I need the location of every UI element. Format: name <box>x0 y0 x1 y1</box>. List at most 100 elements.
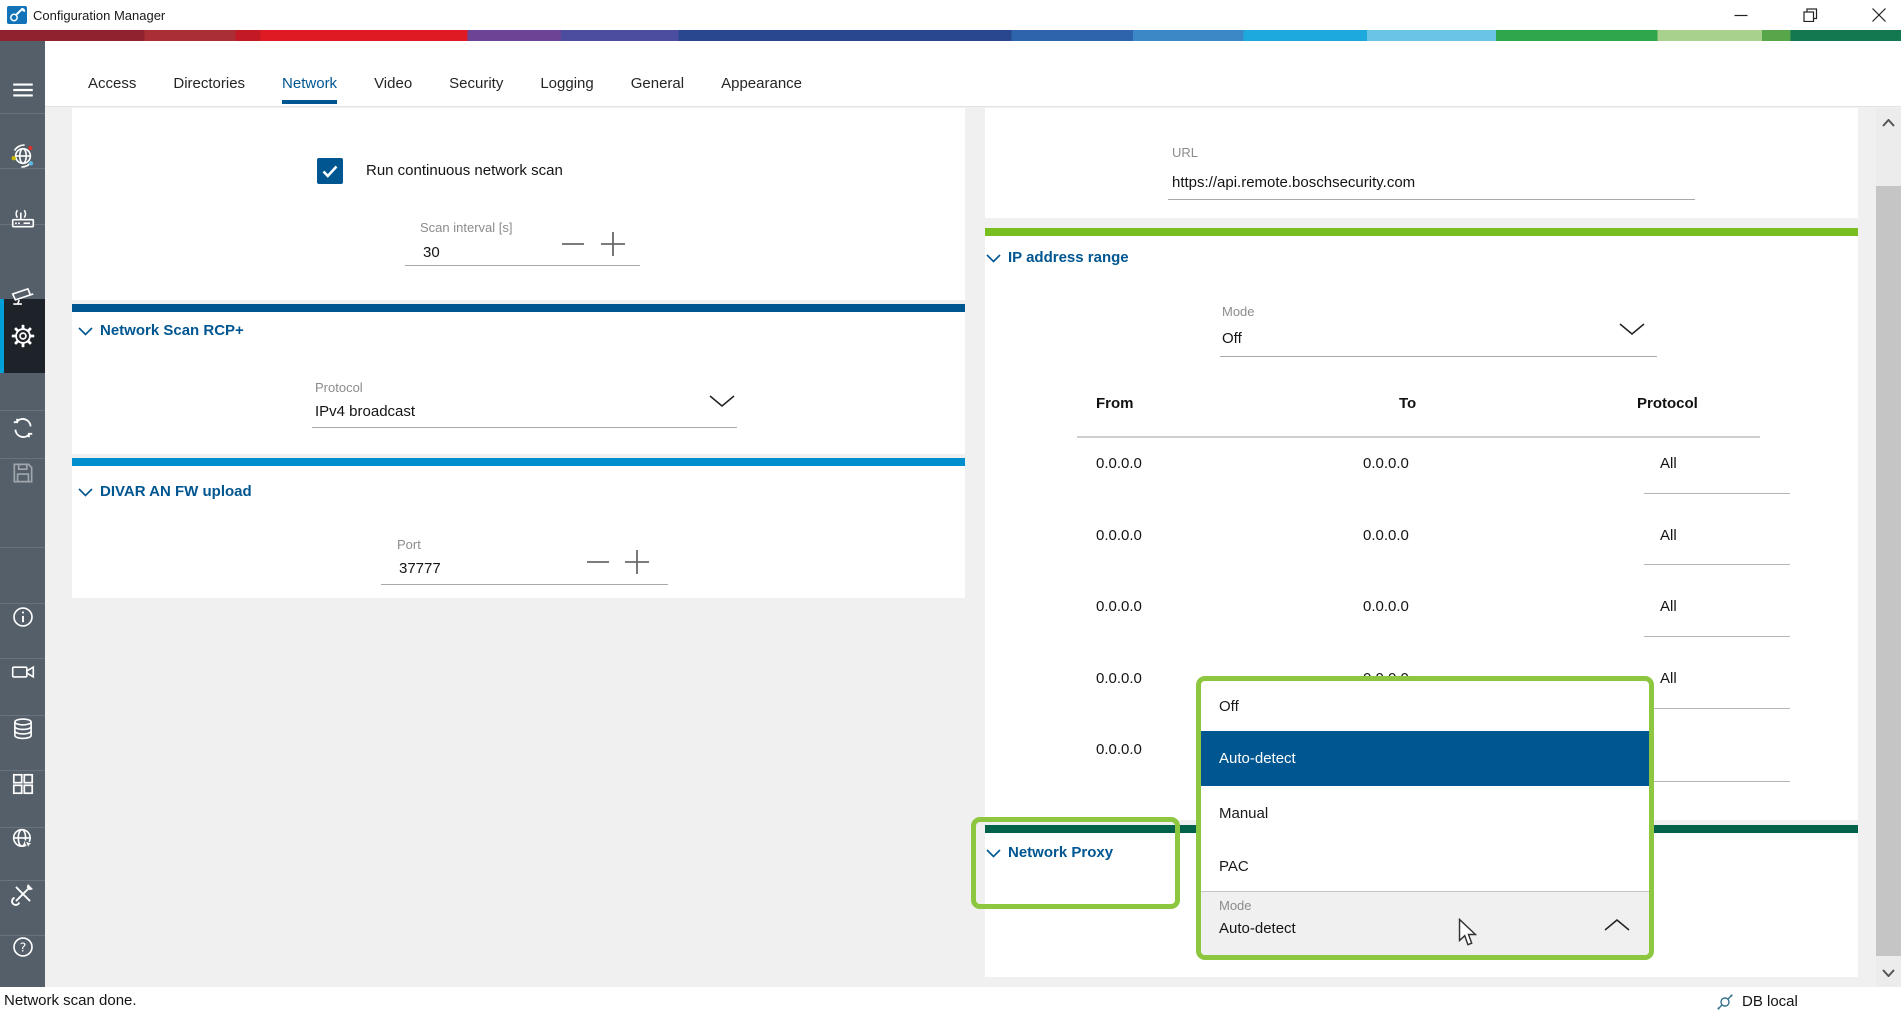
sidebar-item-refresh[interactable] <box>0 406 45 450</box>
from-cell[interactable]: 0.0.0.0 <box>1096 741 1142 758</box>
tab-logging[interactable]: Logging <box>540 75 594 92</box>
protocol-cell[interactable]: All <box>1660 527 1677 544</box>
to-cell[interactable]: 0.0.0.0 <box>1363 455 1409 472</box>
scan-interval-input[interactable]: 30 <box>423 244 440 261</box>
port-increment-button[interactable] <box>622 549 652 575</box>
network-scan-section <box>72 108 965 300</box>
close-icon <box>1871 8 1886 22</box>
url-underline <box>1168 199 1695 200</box>
dropdown-option-manual[interactable]: Manual <box>1219 805 1269 822</box>
ip-range-mode-label: Mode <box>1222 304 1255 319</box>
status-message: Network scan done. <box>4 992 137 1009</box>
sidebar-item-device[interactable] <box>0 196 45 240</box>
section-title: DIVAR AN FW upload <box>100 483 252 500</box>
cctv-camera-icon <box>11 287 34 305</box>
chevron-down-icon <box>78 327 93 336</box>
dropdown-option-pac[interactable]: PAC <box>1219 857 1249 875</box>
window-title: Configuration Manager <box>33 8 166 23</box>
network-scan-rcp-section <box>72 312 965 454</box>
scan-interval-increment-button[interactable] <box>598 231 628 257</box>
restore-button[interactable] <box>1788 0 1833 30</box>
refresh-sync-icon <box>13 418 32 438</box>
protocol-cell[interactable]: All <box>1660 455 1677 472</box>
protocol-underline <box>312 427 737 428</box>
section-title: Network Scan RCP+ <box>100 322 244 339</box>
from-cell[interactable]: 0.0.0.0 <box>1096 670 1142 687</box>
tab-security[interactable]: Security <box>449 75 504 92</box>
tab-appearance[interactable]: Appearance <box>721 75 803 92</box>
sidebar-item-info[interactable] <box>0 595 45 639</box>
to-cell[interactable]: 0.0.0.0 <box>1363 527 1409 544</box>
hamburger-menu-icon <box>12 83 33 97</box>
dropdown-option-off[interactable]: Off <box>1219 697 1239 715</box>
network-proxy-header[interactable]: Network Proxy <box>986 844 1286 864</box>
column-header-protocol: Protocol <box>1637 395 1698 412</box>
tab-access[interactable]: Access <box>88 75 137 92</box>
url-input[interactable]: https://api.remote.boschsecurity.com <box>1172 174 1416 191</box>
continuous-scan-checkbox[interactable] <box>317 158 343 184</box>
sidebar-item-web[interactable] <box>0 817 45 861</box>
chevron-up-icon <box>1882 119 1895 127</box>
protocol-label: Protocol <box>315 380 363 395</box>
scroll-down-button[interactable] <box>1876 962 1901 984</box>
svg-text:?: ? <box>19 940 26 955</box>
ip-range-mode-underline <box>1220 356 1657 357</box>
ip-address-range-header[interactable]: IP address range <box>986 249 1386 269</box>
from-cell[interactable]: 0.0.0.0 <box>1096 455 1142 472</box>
protocol-cell[interactable]: All <box>1660 670 1677 687</box>
tab-bar: Access Directories Network Video Securit… <box>45 41 1901 107</box>
scrollbar-thumb[interactable] <box>1876 186 1901 956</box>
sidebar-item-database[interactable] <box>0 707 45 751</box>
tab-video[interactable]: Video <box>374 75 413 92</box>
proxy-mode-field-label: Mode <box>1219 898 1252 913</box>
tab-general[interactable]: General <box>630 75 685 92</box>
proxy-mode-dropdown-popup: Off Auto-detect Manual PAC Mode Auto-det… <box>1196 676 1654 960</box>
mouse-cursor <box>1458 918 1477 946</box>
divider-green <box>985 228 1858 236</box>
protocol-cell[interactable]: All <box>1660 598 1677 615</box>
to-cell[interactable]: 0.0.0.0 <box>1363 598 1409 615</box>
scan-interval-decrement-button[interactable] <box>558 231 588 257</box>
scroll-up-button[interactable] <box>1876 112 1901 134</box>
sidebar-item-applications[interactable] <box>0 762 45 806</box>
chevron-down-icon[interactable] <box>708 394 736 408</box>
proxy-mode-field[interactable]: Mode Auto-detect <box>1201 891 1649 955</box>
app-logo-icon <box>7 6 27 24</box>
chevron-down-icon <box>986 849 1001 858</box>
minus-icon <box>562 243 584 245</box>
sidebar-item-tools[interactable] <box>0 872 45 916</box>
close-button[interactable] <box>1856 0 1901 30</box>
help-icon: ? <box>12 937 33 957</box>
restore-icon <box>1803 8 1818 22</box>
protocol-dropdown[interactable]: IPv4 broadcast <box>315 403 416 420</box>
section-title: Network Proxy <box>1008 844 1114 861</box>
sidebar-item-camera[interactable] <box>0 275 45 319</box>
chevron-down-icon[interactable] <box>1618 322 1646 336</box>
divider-lightblue <box>72 458 965 466</box>
tab-network[interactable]: Network <box>282 75 338 104</box>
from-cell[interactable]: 0.0.0.0 <box>1096 598 1142 615</box>
dropdown-option-auto-detect[interactable]: Auto-detect <box>1201 731 1649 786</box>
sidebar-item-network-scan[interactable] <box>0 134 45 178</box>
url-label: URL <box>1172 145 1199 160</box>
sidebar-item-save[interactable] <box>0 451 45 495</box>
tab-directories[interactable]: Directories <box>173 75 246 92</box>
sidebar-item-menu[interactable] <box>0 68 45 112</box>
minimize-button[interactable] <box>1718 0 1763 30</box>
checkmark-icon <box>322 165 338 178</box>
network-scan-rcp-header[interactable]: Network Scan RCP+ <box>78 322 478 342</box>
chevron-down-icon <box>78 488 93 497</box>
ip-range-mode-dropdown[interactable]: Off <box>1222 330 1242 347</box>
divar-fw-header[interactable]: DIVAR AN FW upload <box>78 483 478 503</box>
tools-icon <box>10 884 33 906</box>
port-label: Port <box>397 537 421 552</box>
sidebar-item-help[interactable]: ? <box>0 925 45 969</box>
router-device-icon <box>11 209 34 228</box>
sidebar-item-video[interactable] <box>0 650 45 694</box>
sidebar-item-settings[interactable] <box>0 314 45 358</box>
port-decrement-button[interactable] <box>583 549 613 575</box>
globe-pointer-icon <box>12 828 34 850</box>
from-cell[interactable]: 0.0.0.0 <box>1096 527 1142 544</box>
port-input[interactable]: 37777 <box>399 560 441 577</box>
